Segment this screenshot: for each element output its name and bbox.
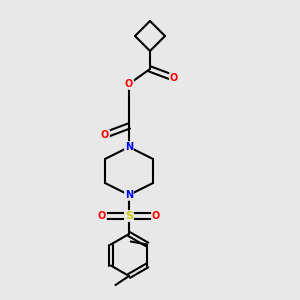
- Text: N: N: [125, 142, 133, 152]
- Text: S: S: [125, 211, 133, 221]
- Text: O: O: [152, 211, 160, 221]
- Text: N: N: [125, 190, 133, 200]
- Text: O: O: [170, 73, 178, 83]
- Text: O: O: [125, 79, 133, 89]
- Text: O: O: [101, 130, 109, 140]
- Text: O: O: [98, 211, 106, 221]
